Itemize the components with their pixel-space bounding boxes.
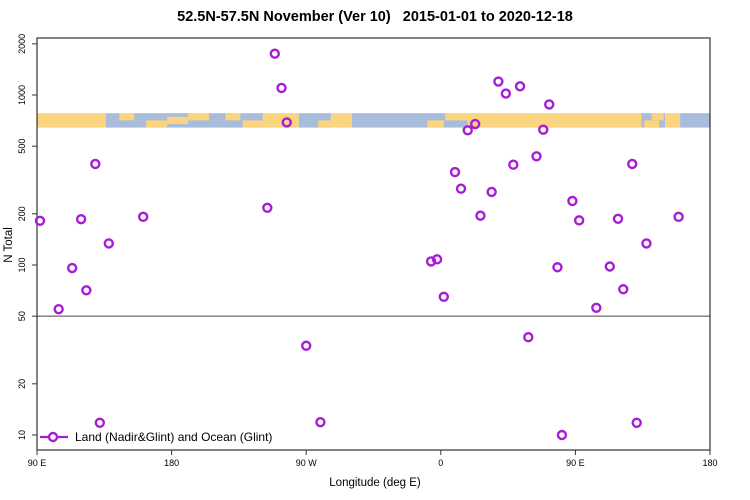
data-point (514, 81, 526, 92)
map-band-land-patch (644, 120, 660, 128)
x-tick-label: 180 (164, 458, 179, 468)
data-point (315, 416, 326, 428)
map-band-segment-land (467, 113, 642, 128)
data-point (425, 256, 437, 267)
map-band-land-patch (427, 120, 444, 128)
data-point (544, 99, 555, 110)
data-point (269, 48, 280, 59)
data-point (66, 262, 78, 274)
data-point (673, 211, 684, 223)
data-point (103, 238, 114, 249)
data-point (567, 195, 578, 207)
data-point (641, 238, 652, 249)
data-point (449, 166, 461, 178)
data-point (301, 340, 312, 351)
data-point (531, 151, 542, 162)
data-point (75, 213, 87, 225)
data-point (276, 82, 287, 94)
data-point (591, 302, 602, 314)
data-point (90, 158, 101, 170)
data-point (604, 261, 615, 272)
x-tick-label: 90 E (28, 458, 47, 468)
map-band-land-patch (167, 116, 189, 124)
data-point (34, 215, 46, 226)
data-point (500, 88, 512, 99)
map-band-segment-land (665, 113, 681, 128)
legend-marker-circle-icon (47, 431, 59, 443)
data-point (53, 303, 64, 315)
map-band-segment-land (330, 113, 352, 128)
data-point (573, 215, 585, 226)
y-tick-label: 1000 (17, 85, 27, 105)
x-tick-label: 0 (438, 458, 443, 468)
map-band-land-patch (651, 113, 664, 121)
map-band-land-patch (146, 120, 168, 128)
y-tick-label: 50 (17, 311, 27, 321)
data-point (469, 118, 481, 130)
data-point (493, 76, 504, 87)
data-point (523, 332, 534, 343)
data-point (538, 124, 549, 135)
legend-label: Land (Nadir&Glint) and Ocean (Glint) (75, 430, 273, 444)
data-point (431, 254, 443, 265)
map-band-land-patch (318, 120, 331, 128)
data-point (475, 210, 486, 221)
data-point (508, 159, 519, 170)
map-band-land-patch (225, 113, 241, 121)
data-point (631, 417, 642, 428)
map-band-land-patch (188, 113, 209, 121)
map-band-land-patch (119, 113, 135, 121)
data-point (627, 158, 638, 170)
y-tick-label: 200 (17, 206, 27, 221)
y-tick-label: 2000 (17, 34, 27, 54)
map-band-segment-ocean (680, 113, 710, 128)
data-point (612, 213, 624, 224)
data-point (455, 183, 467, 194)
x-tick-label: 90 W (296, 458, 318, 468)
x-tick-label: 180 (702, 458, 717, 468)
map-band-segment-land (262, 113, 299, 128)
data-point (618, 284, 629, 295)
data-point (137, 211, 149, 223)
data-point (462, 125, 473, 136)
map-band-segment-land (37, 113, 106, 128)
data-point (438, 291, 449, 303)
y-tick-label: 100 (17, 257, 27, 272)
map-band-land-patch (445, 113, 468, 121)
data-point (486, 186, 497, 198)
data-point (552, 262, 563, 273)
map-band-land-patch (242, 120, 263, 128)
y-tick-label: 20 (17, 379, 27, 389)
x-axis-label: Longitude (deg E) (329, 477, 421, 489)
data-point (262, 202, 273, 214)
y-tick-label: 10 (17, 430, 27, 440)
y-axis-label: N Total (3, 227, 15, 263)
plot-border (36, 37, 711, 451)
data-point (556, 429, 568, 441)
y-tick-label: 500 (17, 139, 27, 154)
data-point (281, 117, 292, 128)
data-point (94, 417, 106, 428)
x-tick-label: 90 E (566, 458, 585, 468)
chart-title: 52.5N-57.5N November (Ver 10) 2015-01-01… (177, 9, 573, 25)
data-point (81, 285, 92, 296)
